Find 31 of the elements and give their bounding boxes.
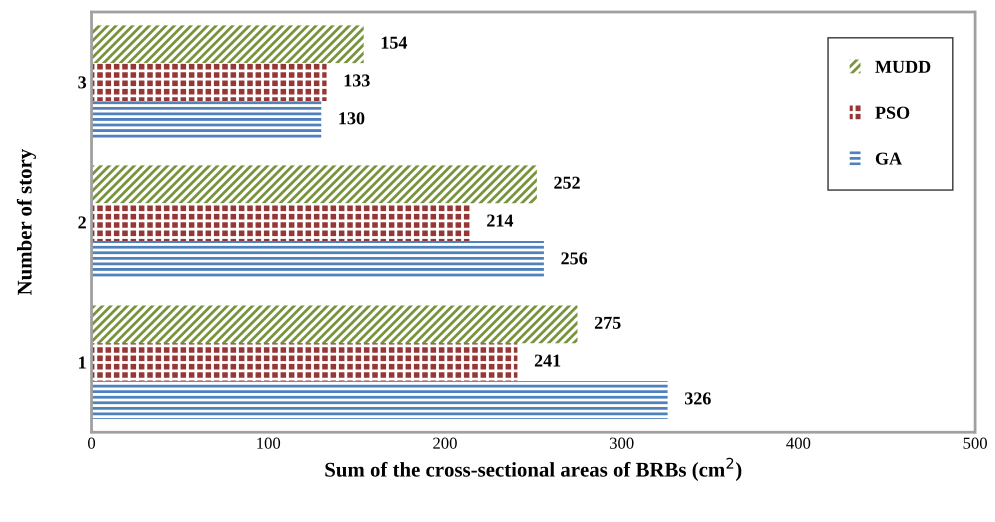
bar xyxy=(92,305,578,344)
x-tick-label: 300 xyxy=(610,438,634,449)
x-tick-label: 500 xyxy=(964,438,987,449)
data-label: 133 xyxy=(344,74,370,87)
data-label: 214 xyxy=(487,214,514,226)
data-label: 275 xyxy=(594,316,621,329)
data-label: 256 xyxy=(561,252,588,264)
bar xyxy=(92,343,518,382)
data-label: 241 xyxy=(534,354,560,367)
data-label: 326 xyxy=(684,392,711,405)
y-tick-label: 1 xyxy=(79,356,86,368)
x-tick-label: 100 xyxy=(257,438,280,449)
x-axis-title: Sum of the cross-sectional areas of BRBs (cm$^{2}$) xyxy=(325,458,742,481)
legend-label: PSO xyxy=(875,106,910,119)
y-axis-title: Number of story xyxy=(16,149,36,296)
data-label: 154 xyxy=(382,36,408,49)
bar xyxy=(92,25,364,64)
bar xyxy=(92,381,668,419)
y-tick-label: 2 xyxy=(78,216,86,228)
data-label: 130 xyxy=(339,112,364,124)
legend-label: GA xyxy=(876,152,902,165)
y-tick-label: 3 xyxy=(78,76,86,88)
x-tick-label: 200 xyxy=(433,438,457,449)
bar xyxy=(92,63,327,101)
x-tick-label: 400 xyxy=(786,438,810,449)
bar xyxy=(92,165,537,204)
bar xyxy=(92,203,470,242)
bar xyxy=(92,100,322,139)
x-tick-label: 0 xyxy=(88,438,96,449)
data-label: 252 xyxy=(554,176,580,189)
legend-label: MUDD xyxy=(875,60,930,73)
